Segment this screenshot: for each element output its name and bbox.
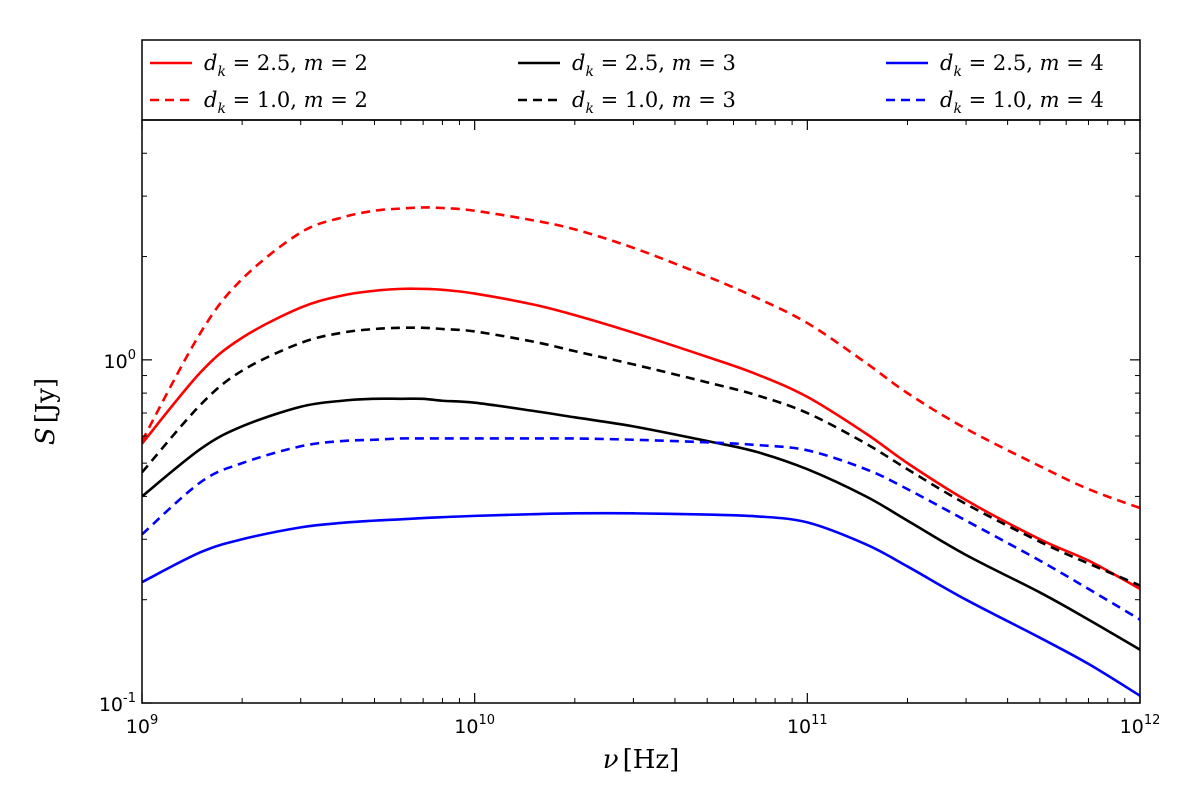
legend-d-subscript: k xyxy=(217,64,225,80)
legend-d-symbol: d xyxy=(204,88,217,112)
x-tick-label-exp: 10 xyxy=(478,713,495,728)
series-line-3 xyxy=(142,397,1140,651)
y-tick-label: 10-1 xyxy=(99,691,136,716)
legend-d-subscript: k xyxy=(585,101,593,117)
legend-d-value: = 1.0, xyxy=(226,88,304,112)
y-axis-label: S [Jy] xyxy=(31,378,61,445)
legend-m-value: = 4 xyxy=(1060,88,1104,112)
legend-d-value: = 2.5, xyxy=(594,51,672,75)
legend-m-value: = 4 xyxy=(1060,51,1104,75)
axis-ticks xyxy=(141,120,1141,704)
x-axis-label-symbol: ν xyxy=(603,745,619,775)
y-tick-label-exp: 0 xyxy=(128,348,136,363)
y-tick-label-exp: -1 xyxy=(123,691,136,706)
legend-m-value: = 2 xyxy=(324,51,368,75)
legend-d-symbol: d xyxy=(204,51,217,75)
x-tick-label: 1012 xyxy=(1120,713,1161,738)
x-tick-label-base: 10 xyxy=(787,716,811,738)
x-tick-label-base: 10 xyxy=(454,716,478,738)
legend-d-value: = 1.0, xyxy=(594,88,672,112)
series-line-4 xyxy=(142,326,1140,587)
x-tick-label-base: 10 xyxy=(1120,716,1144,738)
y-axis-label-symbol: S xyxy=(31,427,61,445)
x-tick-label: 1011 xyxy=(787,713,828,738)
series-line-6 xyxy=(142,437,1140,621)
legend-m-symbol: m xyxy=(672,88,692,112)
legend-d-symbol: d xyxy=(940,88,953,112)
x-tick-label: 1010 xyxy=(454,713,495,738)
x-tick-label-base: 10 xyxy=(126,716,150,738)
series-line-1 xyxy=(142,287,1140,591)
series-line-2 xyxy=(142,206,1140,510)
y-tick-label-base: 10 xyxy=(104,351,128,373)
legend-label-4: dk = 1.0, m = 3 xyxy=(572,88,736,117)
legend-m-value: = 3 xyxy=(692,88,736,112)
legend-m-symbol: m xyxy=(304,88,324,112)
x-tick-label-exp: 11 xyxy=(811,713,828,728)
x-tick-label-exp: 12 xyxy=(1144,713,1161,728)
series-group xyxy=(142,206,1140,697)
legend-m-symbol: m xyxy=(1040,88,1060,112)
legend-d-symbol: d xyxy=(572,51,585,75)
legend-d-symbol: d xyxy=(572,88,585,112)
legend-d-value: = 2.5, xyxy=(962,51,1040,75)
legend-d-subscript: k xyxy=(217,101,225,117)
legend-box xyxy=(141,39,1141,121)
legend-d-value: = 2.5, xyxy=(226,51,304,75)
legend-d-value: = 1.0, xyxy=(962,88,1040,112)
x-tick-label: 109 xyxy=(126,713,158,738)
legend-d-symbol: d xyxy=(940,51,953,75)
y-tick-label: 100 xyxy=(104,348,136,373)
y-axis-label-unit: [Jy] xyxy=(31,378,61,423)
legend-d-subscript: k xyxy=(953,64,961,80)
legend-m-value: = 2 xyxy=(324,88,368,112)
y-tick-label-base: 10 xyxy=(99,694,123,716)
legend-m-symbol: m xyxy=(1040,51,1060,75)
x-tick-label-exp: 9 xyxy=(150,713,158,728)
plot-frame xyxy=(141,119,1141,704)
legend: dk = 2.5, m = 2dk = 1.0, m = 2dk = 2.5, … xyxy=(141,39,1141,121)
legend-d-subscript: k xyxy=(585,64,593,80)
series-line-5 xyxy=(142,511,1140,697)
x-axis-label: ν [Hz] xyxy=(603,745,679,775)
legend-label-3: dk = 2.5, m = 3 xyxy=(572,51,736,80)
legend-m-symbol: m xyxy=(304,51,324,75)
legend-label-1: dk = 2.5, m = 2 xyxy=(204,51,368,80)
legend-m-value: = 3 xyxy=(692,51,736,75)
legend-label-6: dk = 1.0, m = 4 xyxy=(940,88,1104,117)
legend-m-symbol: m xyxy=(672,51,692,75)
x-axis-label-unit: [Hz] xyxy=(623,745,680,775)
legend-label-2: dk = 1.0, m = 2 xyxy=(204,88,368,117)
legend-d-subscript: k xyxy=(953,101,961,117)
plot-area xyxy=(141,119,1141,704)
legend-label-5: dk = 2.5, m = 4 xyxy=(940,51,1104,80)
